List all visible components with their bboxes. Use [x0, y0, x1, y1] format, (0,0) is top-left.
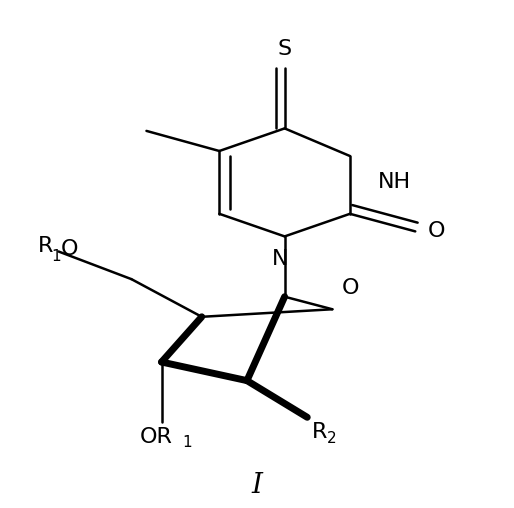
Text: N: N [272, 249, 289, 269]
Text: O: O [61, 239, 79, 259]
Text: O: O [428, 221, 445, 241]
Text: I: I [251, 471, 263, 499]
Text: O: O [341, 278, 359, 298]
Text: 2: 2 [327, 431, 337, 447]
Text: R: R [38, 236, 53, 257]
Text: R: R [313, 422, 327, 442]
Text: S: S [278, 39, 292, 59]
Text: OR: OR [140, 427, 173, 448]
Text: 1: 1 [51, 249, 61, 264]
Text: 1: 1 [182, 435, 192, 450]
Text: NH: NH [378, 172, 411, 193]
